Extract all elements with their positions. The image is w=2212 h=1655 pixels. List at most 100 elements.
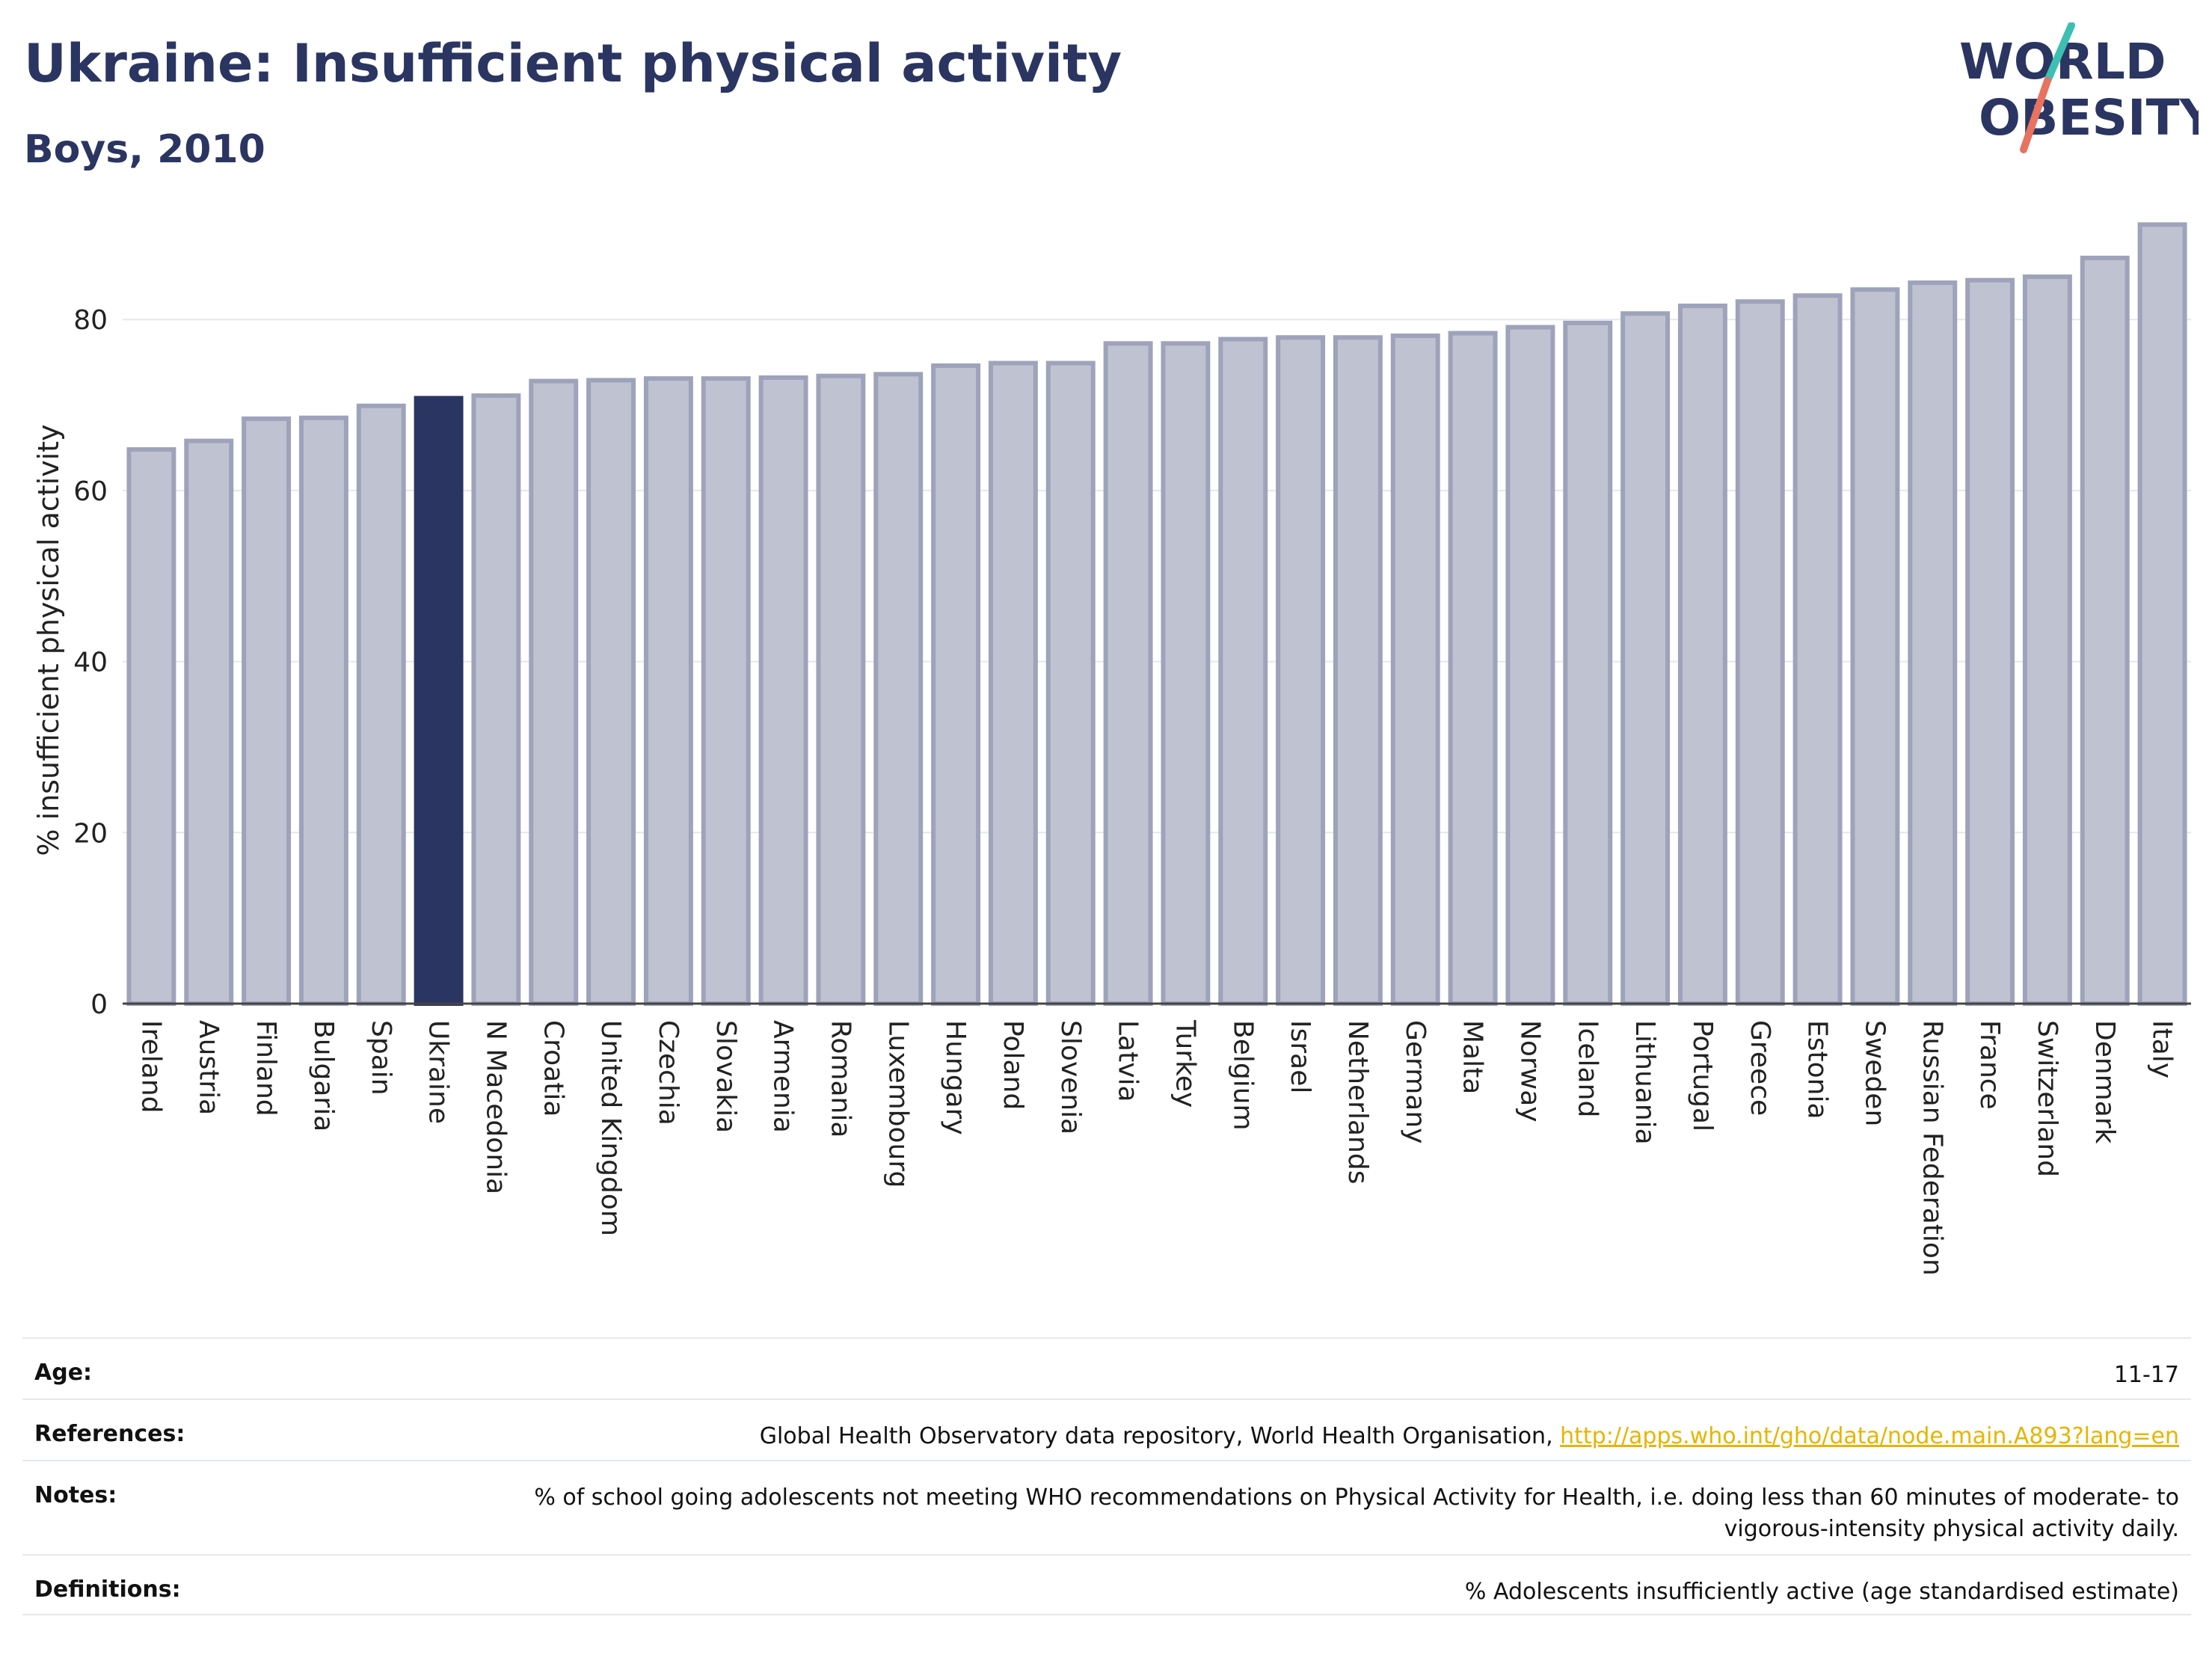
bar-france: [1965, 277, 2015, 1007]
x-tick-label: Slovenia: [1055, 1020, 1086, 1134]
y-tick-label: 20: [73, 818, 108, 849]
x-tick-label: Belgium: [1227, 1020, 1258, 1131]
bar-portugal: [1677, 303, 1727, 1006]
x-tick-label: Malta: [1457, 1020, 1488, 1094]
x-tick-label: Hungary: [940, 1020, 971, 1135]
bar-germany: [1390, 333, 1440, 1006]
bar-austria: [184, 438, 234, 1006]
x-tick-label: Germany: [1400, 1020, 1431, 1143]
x-tick-label: United Kingdom: [595, 1020, 626, 1236]
x-tick-label: Poland: [998, 1020, 1028, 1110]
y-tick-label: 0: [90, 989, 108, 1020]
meta-value-references: Global Health Observatory data repositor…: [760, 1421, 2179, 1452]
bar-norway: [1505, 325, 1555, 1007]
x-tick-label: Luxembourg: [882, 1020, 913, 1188]
bar-russian-federation: [1908, 280, 1958, 1006]
x-tick-label: Russian Federation: [1917, 1020, 1947, 1276]
references-text: Global Health Observatory data repositor…: [759, 1423, 1561, 1449]
bar-hungary: [931, 363, 981, 1006]
x-tick-label: Lithuania: [1629, 1020, 1660, 1145]
bar-united-kingdom: [586, 378, 636, 1006]
x-tick-label: Denmark: [2089, 1020, 2120, 1144]
bar-israel: [1276, 335, 1326, 1007]
bar-ukraine: [414, 396, 464, 1006]
y-axis-label: % insufficient physical activity: [32, 424, 65, 856]
bar-turkey: [1161, 341, 1211, 1006]
y-tick-label: 60: [73, 476, 108, 507]
meta-label-references: References:: [34, 1421, 185, 1447]
meta-value-notes: % of school going adolescents not meetin…: [534, 1484, 2179, 1542]
meta-row-notes: Notes: % of school going adolescents not…: [22, 1460, 2191, 1554]
meta-label-definitions: Definitions:: [34, 1576, 181, 1603]
bar-bulgaria: [298, 415, 348, 1006]
bar-slovenia: [1045, 360, 1096, 1006]
meta-row-references: References: Global Health Observatory da…: [22, 1398, 2191, 1460]
logo-text-line2: OBESITY: [1979, 89, 2199, 147]
page-subtitle: Boys, 2010: [24, 127, 265, 172]
bar-spain: [356, 403, 406, 1006]
x-tick-label: Ukraine: [423, 1020, 454, 1124]
bar-chart: 0 20 40 60 80 Ireland Austria Finland Bulgaria Sp…: [32, 222, 2191, 1276]
x-tick-label: Portugal: [1687, 1020, 1718, 1132]
x-tick-label: Turkey: [1170, 1019, 1200, 1108]
x-tick-label: Norway: [1514, 1020, 1545, 1123]
bar-sweden: [1850, 287, 1900, 1006]
meta-value-definitions: % Adolescents insufficiently active (age…: [1464, 1579, 2179, 1605]
x-tick-label: Switzerland: [2032, 1020, 2062, 1177]
bar-czechia: [643, 376, 693, 1007]
x-tick-label: France: [1974, 1020, 2005, 1110]
bar-switzerland: [2022, 274, 2072, 1007]
meta-label-notes: Notes:: [34, 1482, 117, 1508]
bar-luxembourg: [873, 372, 924, 1006]
x-tick-label: Croatia: [538, 1020, 568, 1117]
meta-value-age: 11-17: [2113, 1362, 2179, 1388]
x-tick-label: Estonia: [1802, 1020, 1833, 1120]
bar-finland: [242, 416, 292, 1006]
bar-estonia: [1792, 293, 1843, 1006]
x-tick-label: Latvia: [1113, 1020, 1143, 1102]
x-tick-label: Czechia: [653, 1020, 683, 1126]
bar-croatia: [529, 378, 579, 1006]
world-obesity-logo: WORLD OBESITY: [1959, 22, 2199, 153]
x-tick-label: Romania: [825, 1020, 855, 1137]
bar-poland: [988, 360, 1038, 1006]
references-link[interactable]: http://apps.who.int/gho/data/node.main.A…: [1560, 1423, 2179, 1449]
logo-slash-coral: [2020, 77, 2051, 153]
bar-n-macedonia: [471, 393, 521, 1006]
meta-label-age: Age:: [34, 1360, 93, 1386]
bar-lithuania: [1620, 311, 1671, 1006]
x-tick-label: N Macedonia: [480, 1020, 511, 1194]
x-tick-label: Iceland: [1572, 1020, 1603, 1117]
page-title: Ukraine: Insufficient physical activity: [24, 33, 1122, 94]
x-tick-label: Armenia: [768, 1020, 799, 1133]
x-tick-label: Greece: [1745, 1020, 1775, 1116]
x-tick-label: Italy: [2147, 1020, 2178, 1078]
bar-netherlands: [1333, 335, 1383, 1007]
y-tick-label: 80: [73, 305, 108, 336]
bar-greece: [1735, 299, 1785, 1006]
x-tick-label: Netherlands: [1342, 1020, 1373, 1184]
x-tick-label: Sweden: [1859, 1020, 1890, 1126]
bar-malta: [1448, 331, 1498, 1006]
x-tick-label: Slovakia: [710, 1020, 741, 1133]
x-tick-label: Finland: [251, 1020, 281, 1117]
x-tick-label: Austria: [193, 1020, 224, 1115]
bar-italy: [2137, 222, 2187, 1007]
meta-row-definitions: Definitions: % Adolescents insufficientl…: [22, 1554, 2191, 1615]
x-tick-label: Israel: [1285, 1020, 1315, 1093]
meta-row-age: Age: 11-17: [22, 1337, 2191, 1398]
x-tick-label: Spain: [366, 1020, 396, 1096]
meta-table: Age: 11-17 References: Global Health Obs…: [22, 1337, 2191, 1615]
bar-belgium: [1218, 337, 1268, 1006]
bar-slovakia: [701, 376, 751, 1007]
bar-armenia: [758, 375, 808, 1006]
bar-denmark: [2080, 255, 2130, 1006]
y-tick-label: 40: [73, 648, 108, 678]
bar-ireland: [126, 447, 176, 1006]
x-tick-label: Ireland: [135, 1020, 166, 1114]
x-tick-label: Bulgaria: [308, 1020, 339, 1132]
bar-latvia: [1103, 341, 1153, 1006]
logo-slash-teal: [2044, 22, 2075, 85]
bar-romania: [816, 373, 866, 1006]
bar-iceland: [1563, 320, 1613, 1006]
